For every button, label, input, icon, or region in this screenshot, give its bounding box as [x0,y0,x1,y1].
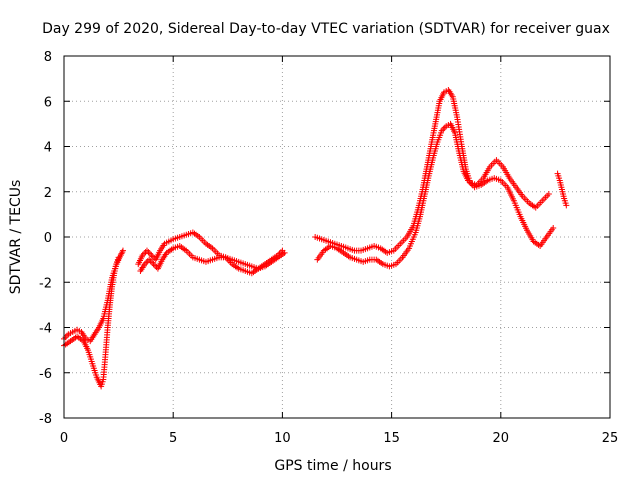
data-points [61,86,570,390]
y-tick-label: -2 [39,276,52,291]
x-tick-label: 0 [60,431,68,446]
y-tick-label: 0 [44,231,52,246]
data-point [145,249,152,256]
x-tick-label: 25 [602,431,619,446]
data-point [143,247,150,254]
y-tick-label: 4 [44,141,52,156]
y-tick-label: 8 [44,50,52,65]
x-tick-label: 20 [493,431,510,446]
data-point [152,262,158,269]
y-tick-label: -4 [39,322,52,337]
data-point [62,334,69,341]
x-axis-label: GPS time / hours [274,458,391,474]
y-tick-label: 2 [44,186,52,201]
chart-title: Day 299 of 2020, Sidereal Day-to-day VTE… [42,21,610,37]
grid [64,56,610,418]
data-point [279,247,286,254]
x-tick-label: 5 [169,431,177,446]
y-tick-label: 6 [44,95,52,110]
data-point [119,247,126,254]
data-point [115,254,122,261]
data-point [441,124,448,131]
data-point [63,332,70,339]
axes: 0 5 10 15 20 25 -8 -6 -4 -2 0 2 4 6 8 [39,50,618,446]
x-tick-label: 15 [383,431,400,446]
data-point [545,191,552,198]
data-point [563,202,570,209]
x-tick-label: 10 [274,431,291,446]
data-point [550,224,557,231]
y-tick-label: -8 [39,412,52,427]
data-point [146,250,153,257]
y-axis-label: SDTVAR / TECUs [8,180,24,295]
y-tick-label: -6 [39,367,52,382]
